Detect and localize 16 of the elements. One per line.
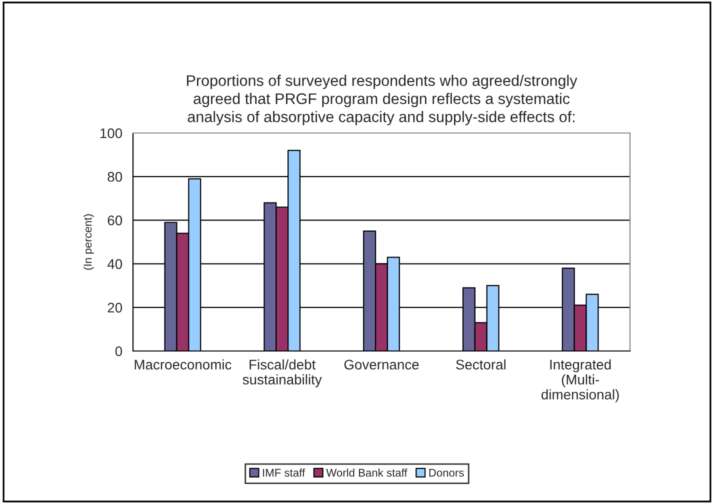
y-tick-label: 40 (107, 259, 122, 269)
x-tick-label: Sectoral (456, 359, 506, 370)
chart-title: Proportions of surveyed respondents who agreed/strongly agreed that PRGF program design reflects a systematic analysis of absorptive capacity and supply-side effects of: (187, 74, 578, 126)
x-tick-label: Macroeconomic (134, 359, 232, 370)
legend-label: Donors (429, 468, 464, 477)
y-tick-label: 100 (100, 128, 122, 138)
y-tick-label: 80 (108, 172, 122, 182)
legend-label: World Bank staff (326, 468, 408, 477)
x-tick-label: Integrated (Multi- dimensional) (542, 359, 619, 402)
x-tick-label: Governance (344, 360, 419, 370)
legend-label: IMF staff (263, 468, 306, 477)
y-axis-title: (In percent) (84, 214, 94, 270)
y-tick-label: 20 (108, 302, 122, 313)
x-tick-label: Fiscal/debt sustainability (242, 359, 322, 388)
y-tick-label: 60 (108, 216, 122, 226)
y-tick-label: 0 (115, 346, 122, 356)
